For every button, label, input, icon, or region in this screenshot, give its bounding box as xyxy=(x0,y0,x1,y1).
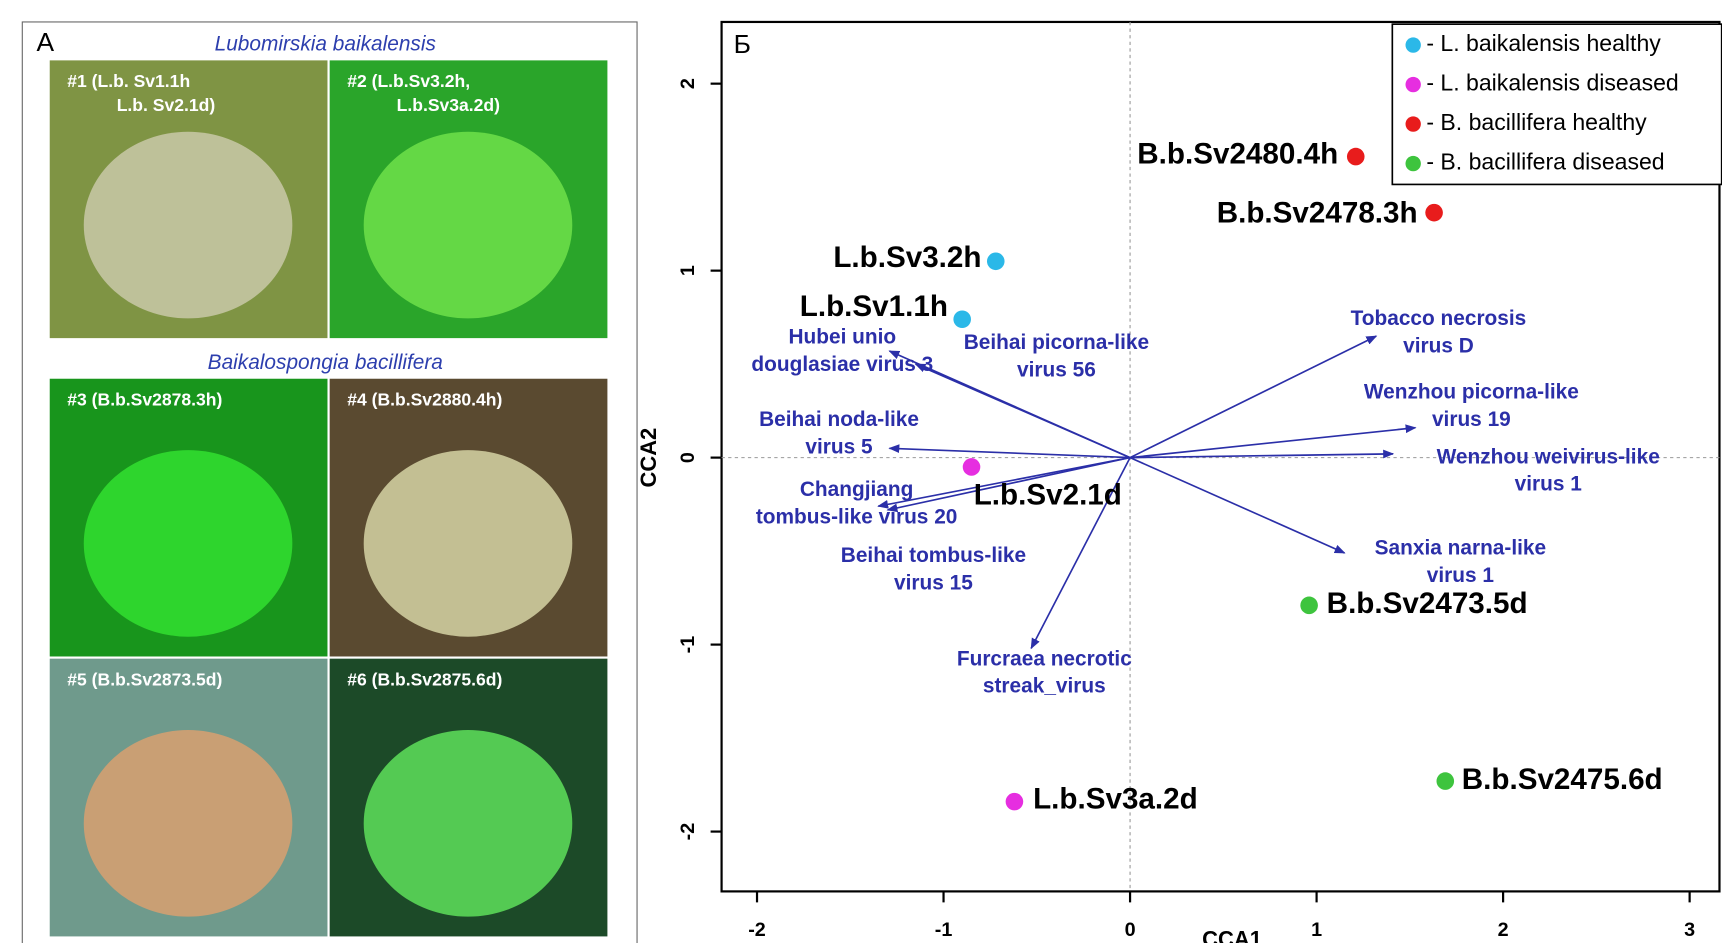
heading: Baikalospongia bacillifera xyxy=(208,351,443,374)
loading-arrow xyxy=(1130,449,1395,459)
point-label: B.b.Sv2480.4h xyxy=(1137,137,1338,170)
loading-arrow xyxy=(1129,456,1346,554)
heading: Lubomirskia baikalensis xyxy=(215,33,436,56)
arrow-label: Changjiang xyxy=(800,478,913,501)
legend-marker xyxy=(1405,155,1421,172)
loading-arrow xyxy=(1030,457,1131,650)
arrow-label: virus 19 xyxy=(1432,408,1511,431)
arrow-label: Wenzhou picorna-like xyxy=(1364,381,1579,404)
photo-label: #2 (L.b.Sv3.2h, xyxy=(347,71,470,91)
point-label: B.b.Sv2473.5d xyxy=(1327,587,1528,620)
point xyxy=(953,310,971,329)
arrow-label: Beihai picorna-like xyxy=(964,331,1149,354)
point-label: B.b.Sv2475.6d xyxy=(1462,763,1663,796)
loading-arrow xyxy=(877,456,1131,509)
legend-marker xyxy=(1405,37,1421,53)
x-tick-label: 3 xyxy=(1684,919,1695,941)
point xyxy=(1005,792,1024,811)
sponge xyxy=(363,450,573,637)
point xyxy=(962,458,981,476)
sponge xyxy=(83,131,293,319)
arrow-label: virus 1 xyxy=(1515,473,1583,496)
arrow-label: virus D xyxy=(1403,334,1474,357)
point-label: B.b.Sv2478.3h xyxy=(1217,197,1418,230)
y-tick-label: -1 xyxy=(677,636,699,654)
loading-arrow xyxy=(888,444,1131,459)
panel-label: Б xyxy=(734,29,751,59)
arrow-label: virus 15 xyxy=(894,572,973,595)
arrow-label: Hubei unio xyxy=(788,326,896,349)
y-axis-label: CCA2 xyxy=(636,428,661,488)
arrow-label: Tobacco necrosis xyxy=(1351,307,1527,330)
point xyxy=(1425,203,1443,222)
sponge xyxy=(363,730,573,917)
legend-marker xyxy=(1405,76,1421,93)
point-label: L.b.Sv1.1h xyxy=(800,290,948,323)
arrow-label: streak_virus xyxy=(983,675,1106,698)
arrow-label: virus 5 xyxy=(805,435,873,458)
arrow-label: Furcraea necrotic xyxy=(957,647,1132,670)
legend-box xyxy=(1391,23,1722,186)
sponge xyxy=(83,450,293,637)
arrow-label: Beihai tombus-like xyxy=(841,544,1026,567)
arrow-label: Beihai noda-like xyxy=(759,408,919,431)
arrow-label: Wenzhou weivirus-like xyxy=(1437,445,1660,468)
legend-label: - L. baikalensis healthy xyxy=(1426,30,1661,56)
photo-label: #1 (L.b. Sv1.1h xyxy=(67,71,190,91)
x-axis-label: CCA1 xyxy=(1202,927,1262,943)
panel-a-frame xyxy=(21,21,638,943)
arrow-label: Sanxia narna-like xyxy=(1375,536,1546,559)
loading-arrow xyxy=(1129,424,1417,459)
y-tick-label: 2 xyxy=(677,78,699,89)
x-tick-label: 0 xyxy=(1125,919,1136,941)
y-tick-label: 0 xyxy=(677,452,699,463)
point-label: L.b.Sv2.1d xyxy=(974,478,1122,511)
legend-label: - B. bacillifera healthy xyxy=(1426,109,1647,135)
x-tick-label: 1 xyxy=(1311,919,1322,941)
legend-label: - L. baikalensis diseased xyxy=(1426,70,1678,96)
x-tick-label: 2 xyxy=(1498,919,1509,941)
sponge xyxy=(363,131,573,319)
x-tick-label: -1 xyxy=(935,919,953,941)
arrow-label: tombus-like virus 20 xyxy=(756,506,958,529)
y-tick-label: 1 xyxy=(677,265,699,276)
photo-label: L.b. Sv2.1d) xyxy=(117,95,215,115)
x-tick-label: -2 xyxy=(748,919,766,941)
point xyxy=(986,252,1005,271)
loading-arrow xyxy=(886,456,1131,513)
photo-label: #5 (B.b.Sv2873.5d) xyxy=(67,669,222,689)
photo-label: L.b.Sv3a.2d) xyxy=(397,95,500,115)
y-tick-label: -2 xyxy=(677,823,699,841)
arrow-label: virus 1 xyxy=(1427,564,1495,587)
point xyxy=(1436,772,1455,790)
loading-arrow xyxy=(914,363,1131,459)
point xyxy=(1300,596,1318,615)
legend-marker xyxy=(1405,116,1421,132)
legend-label: - B. bacillifera diseased xyxy=(1426,149,1664,175)
panel-label: A xyxy=(37,27,55,57)
sponge xyxy=(83,730,293,917)
arrow-label: douglasiae virus 3 xyxy=(751,353,933,376)
point-label: L.b.Sv3a.2d xyxy=(1033,782,1198,815)
arrow-label: virus 56 xyxy=(1017,359,1096,382)
photo-label: #6 (B.b.Sv2875.6d) xyxy=(347,669,502,689)
point-label: L.b.Sv3.2h xyxy=(833,241,981,274)
loading-arrow xyxy=(1129,335,1378,459)
photo-label: #4 (B.b.Sv2880.4h) xyxy=(347,389,502,409)
point xyxy=(1346,147,1365,166)
photo-label: #3 (B.b.Sv2878.3h) xyxy=(67,389,222,409)
